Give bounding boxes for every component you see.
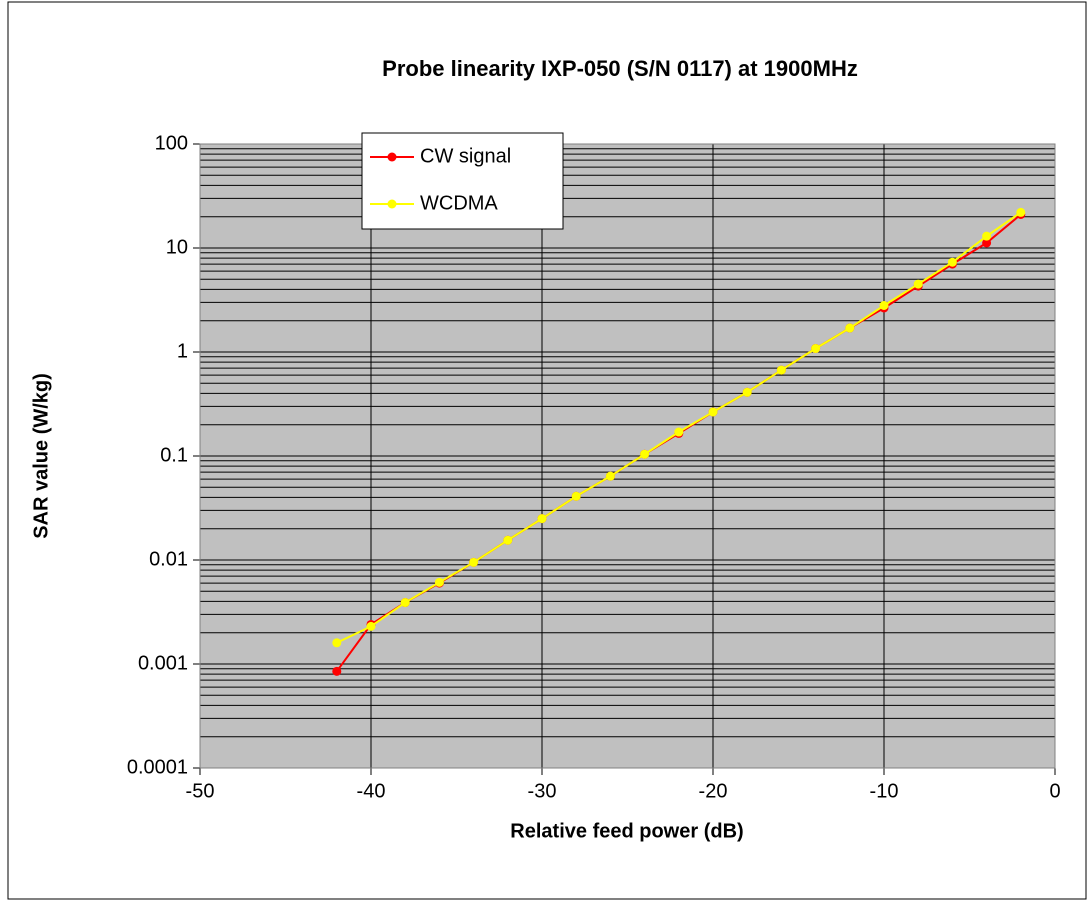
data-point — [571, 491, 581, 501]
y-tick-label: 10 — [166, 236, 188, 258]
y-axis-title: SAR value (W/kg) — [30, 373, 52, 539]
data-point — [605, 471, 615, 481]
data-point — [776, 365, 786, 375]
data-point — [366, 621, 376, 631]
data-point — [503, 535, 513, 545]
y-tick-label: 0.1 — [160, 444, 188, 466]
x-axis-title: Relative feed power (dB) — [510, 820, 743, 842]
chart-title: Probe linearity IXP-050 (S/N 0117) at 19… — [382, 56, 858, 81]
data-point — [811, 344, 821, 354]
data-point — [982, 231, 992, 241]
data-point — [640, 449, 650, 459]
data-point — [1016, 207, 1026, 217]
legend-label: CW signal — [420, 145, 511, 167]
data-point — [879, 300, 889, 310]
data-point — [332, 638, 342, 648]
data-point — [674, 427, 684, 437]
data-point — [469, 557, 479, 567]
data-point — [332, 666, 342, 676]
data-point — [947, 257, 957, 267]
data-point — [708, 407, 718, 417]
y-tick-label: 1 — [177, 340, 188, 362]
legend-label: WCDMA — [420, 192, 498, 214]
y-tick-label: 0.01 — [149, 548, 188, 570]
plot-border — [199, 143, 1056, 769]
data-point — [400, 598, 410, 608]
x-tick-label: -20 — [699, 780, 728, 802]
legend-box — [361, 132, 564, 230]
data-point — [982, 238, 992, 248]
data-point — [434, 577, 444, 587]
x-tick-label: -50 — [186, 780, 215, 802]
x-tick-label: 0 — [1049, 780, 1060, 802]
legend-marker — [387, 199, 397, 209]
legend-marker — [387, 152, 397, 162]
data-point — [537, 514, 547, 524]
x-tick-label: -10 — [870, 780, 899, 802]
data-point — [742, 387, 752, 397]
data-point — [845, 323, 855, 333]
y-tick-label: 100 — [155, 132, 188, 154]
y-tick-label: 0.001 — [138, 652, 188, 674]
x-tick-label: -30 — [528, 780, 557, 802]
data-point — [913, 279, 923, 289]
x-tick-label: -40 — [357, 780, 386, 802]
y-tick-label: 0.0001 — [127, 756, 188, 778]
